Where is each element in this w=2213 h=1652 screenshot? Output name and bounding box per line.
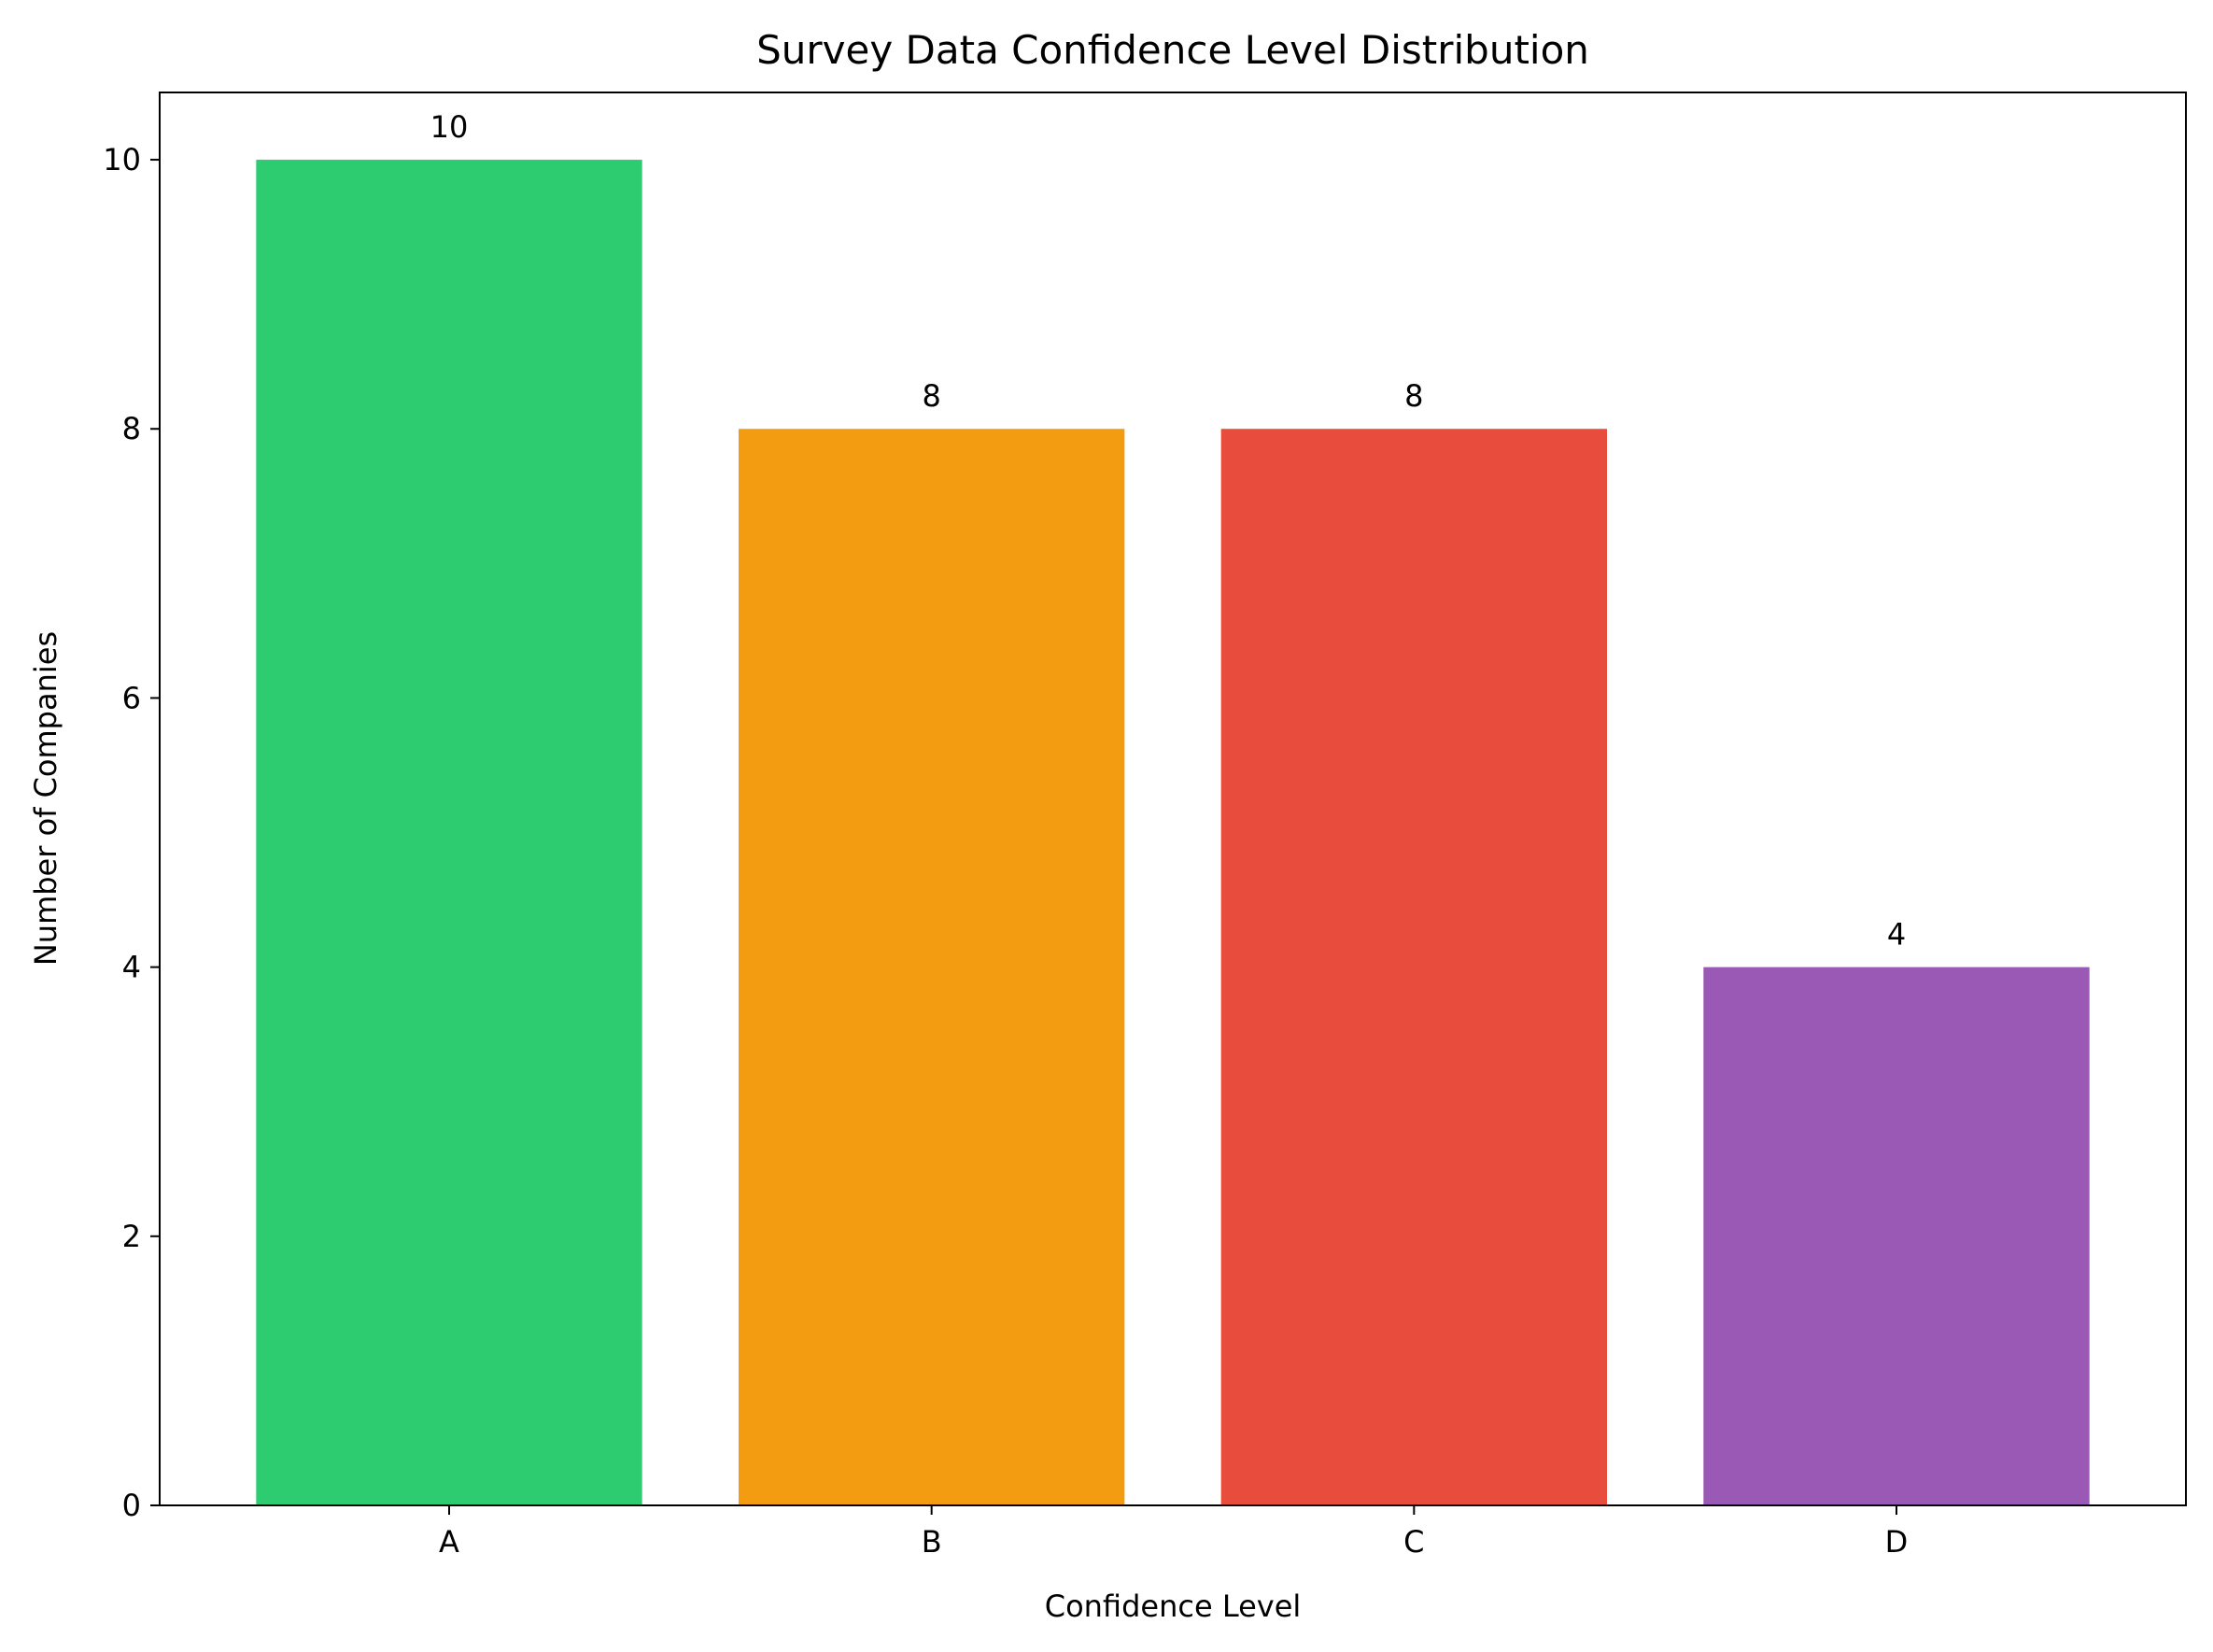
y-tick-label-6: 6 (122, 680, 141, 715)
bar-c (1220, 429, 1607, 1506)
x-axis-label: Confidence Level (1045, 1588, 1302, 1624)
data-labels-group: 10 8 8 4 (430, 109, 1907, 953)
y-tick-label-0: 0 (122, 1488, 141, 1523)
data-label-a: 10 (430, 109, 469, 145)
bar-a (256, 160, 642, 1506)
y-tick-label-10: 10 (103, 142, 141, 177)
bar-d (1703, 967, 2090, 1505)
x-axis: A B C D (439, 1505, 1908, 1560)
x-tick-label-a: A (439, 1524, 459, 1560)
y-axis: 0 2 4 6 8 10 (103, 142, 160, 1523)
bar-b (739, 429, 1125, 1506)
y-tick-label-2: 2 (122, 1219, 141, 1254)
x-tick-label-d: D (1885, 1524, 1909, 1560)
bars-group (256, 160, 2090, 1506)
data-label-d: 4 (1887, 917, 1906, 953)
chart-title: Survey Data Confidence Level Distributio… (756, 27, 1589, 73)
x-tick-label-c: C (1403, 1524, 1424, 1560)
y-tick-label-8: 8 (122, 411, 141, 446)
x-tick-label-b: B (922, 1524, 942, 1560)
plot-frame (159, 92, 2187, 1506)
y-axis-label: Number of Companies (28, 631, 63, 966)
y-tick-label-4: 4 (122, 950, 141, 985)
data-label-b: 8 (922, 378, 940, 414)
data-label-c: 8 (1404, 378, 1423, 414)
